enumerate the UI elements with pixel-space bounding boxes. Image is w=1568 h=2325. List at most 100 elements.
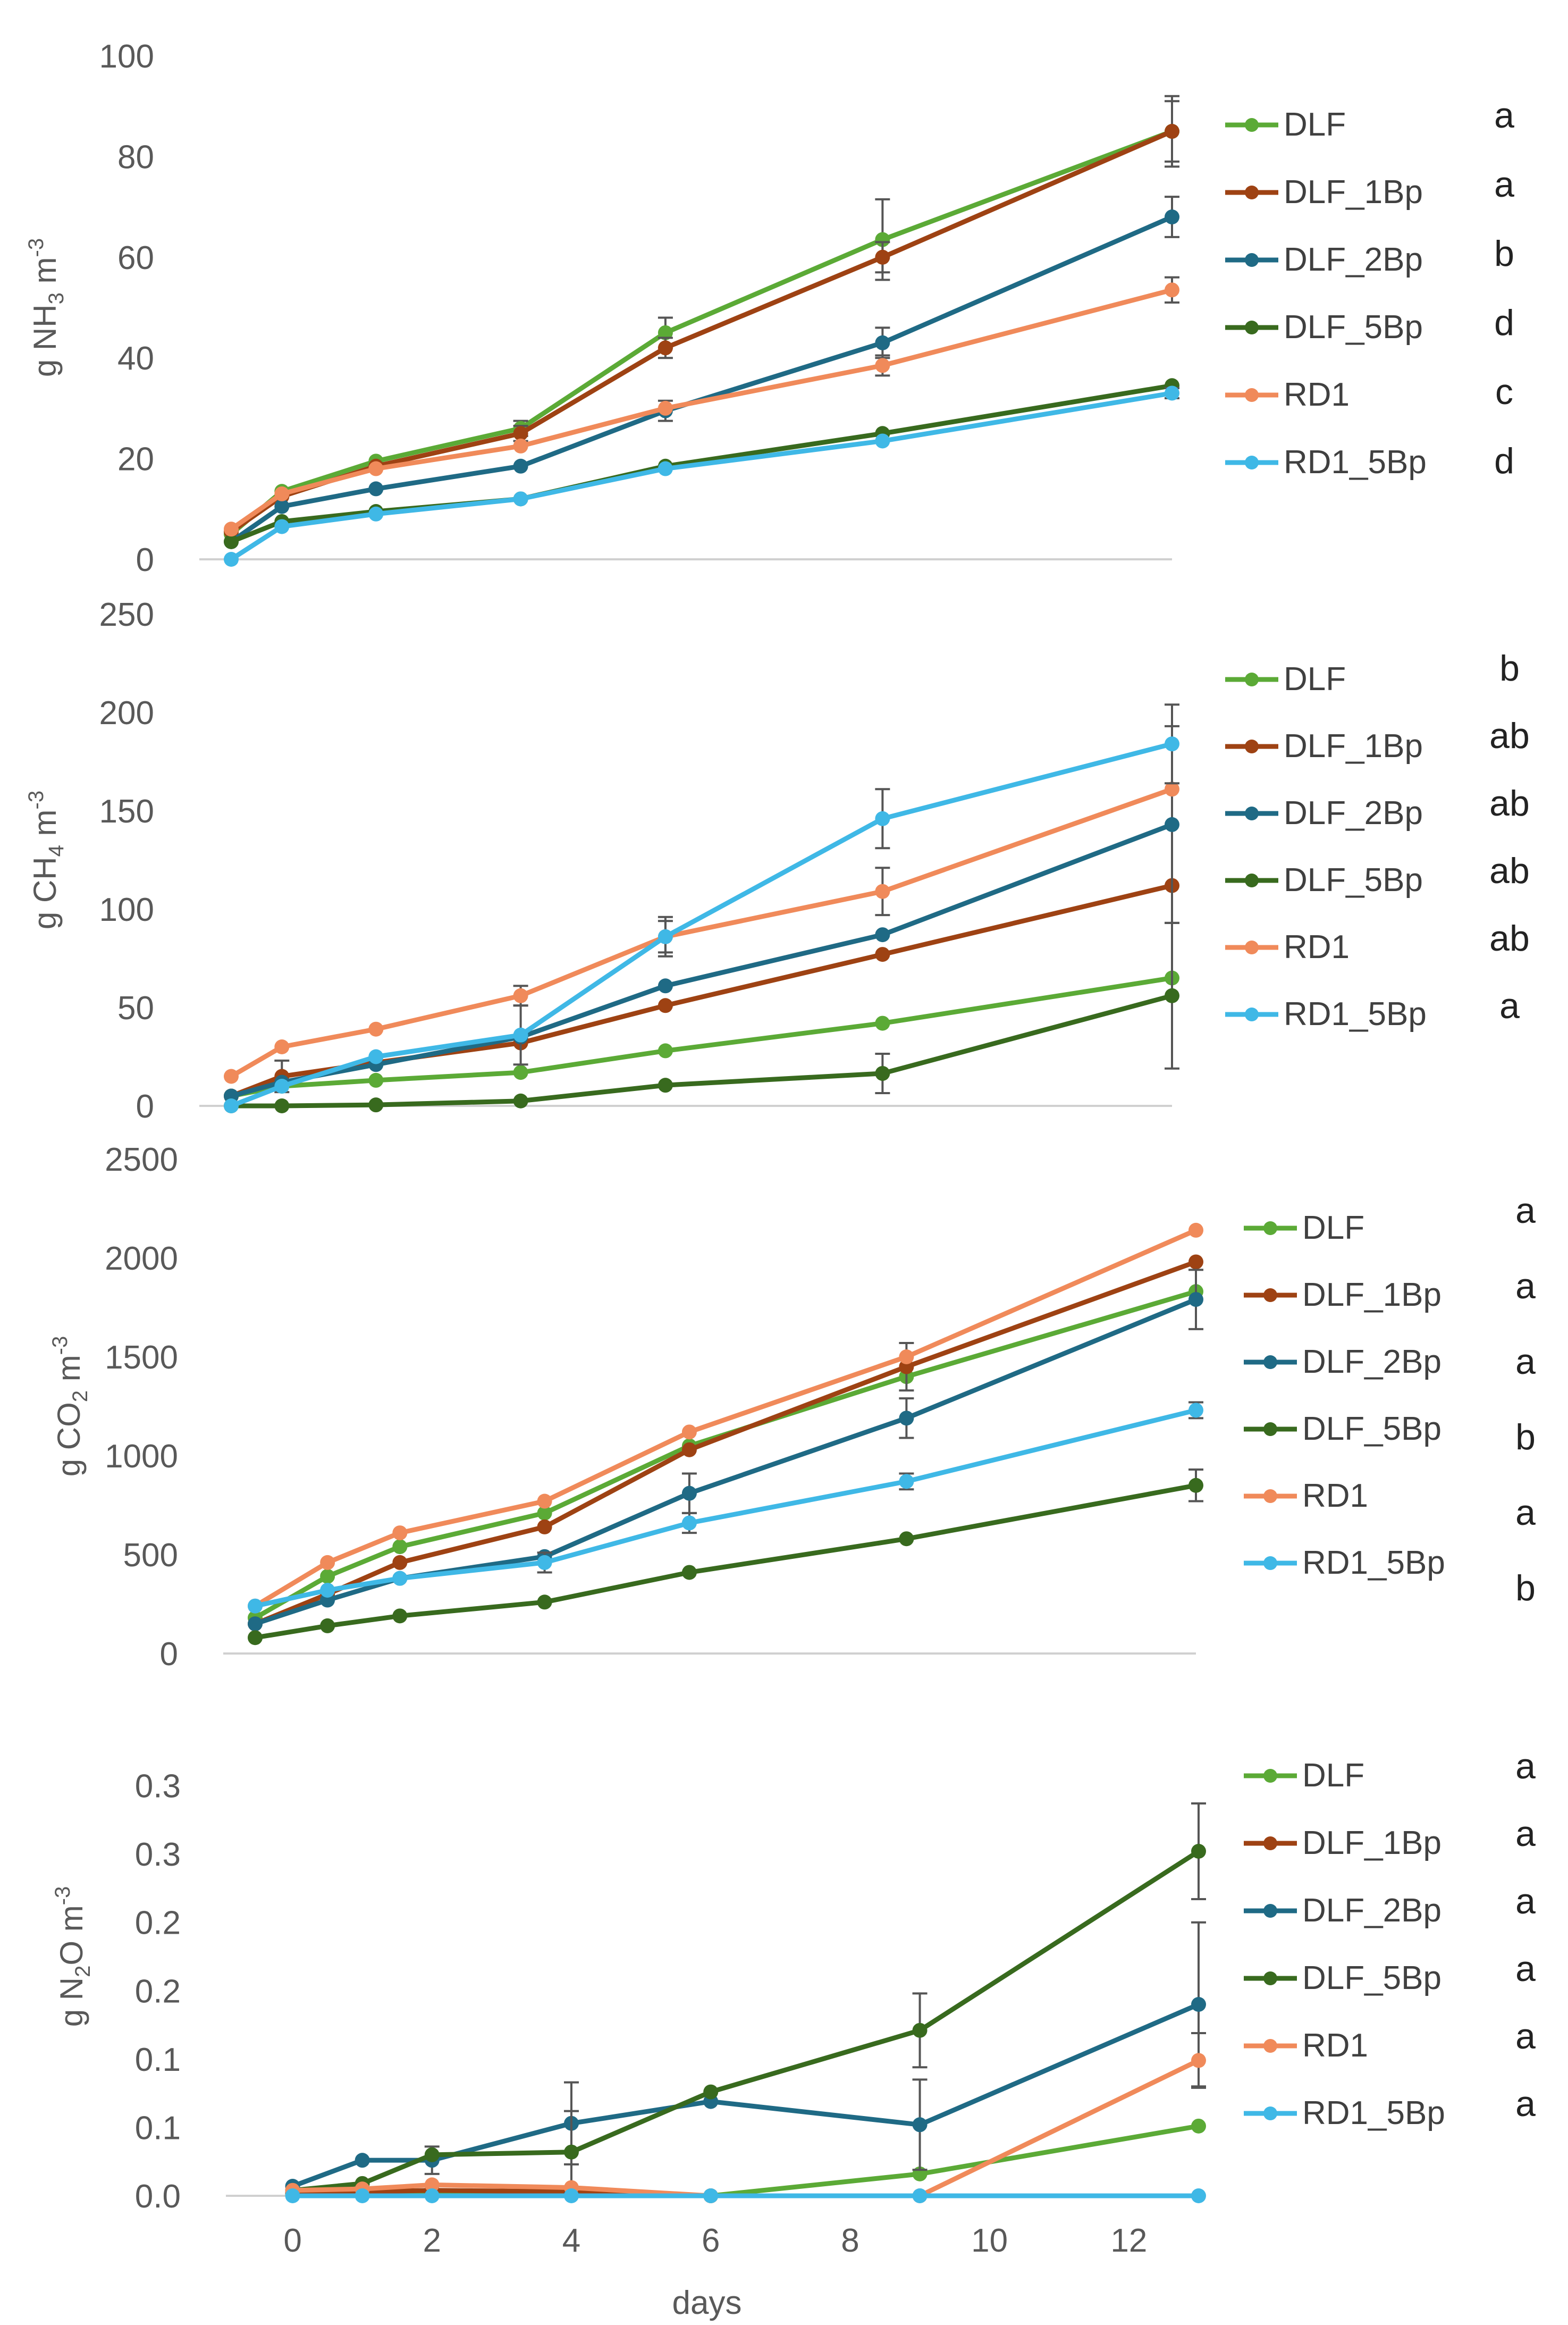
data-point <box>1188 1478 1203 1493</box>
data-point <box>368 481 384 497</box>
data-point <box>274 1079 290 1094</box>
data-point <box>681 1442 697 1457</box>
x-axis-title: days <box>672 2285 742 2321</box>
y-tick-label: 0 <box>136 1088 154 1125</box>
legend-swatch-marker <box>1245 321 1259 334</box>
data-point <box>899 1349 914 1364</box>
data-point <box>1188 1222 1203 1238</box>
significance-letter: a <box>1515 1341 1536 1382</box>
legend-entry-RD1_5Bp: RD1_5Bp <box>1244 1545 1445 1581</box>
legend-label: DLF_2Bp <box>1284 795 1423 832</box>
data-point <box>513 438 528 454</box>
data-point <box>274 1098 290 1113</box>
legend-label: DLF <box>1284 106 1346 143</box>
y-axis-title-tail: m <box>51 1355 87 1390</box>
data-point <box>912 2022 928 2038</box>
legend-entry-DLF_1Bp: DLF_1Bp <box>1225 174 1423 211</box>
legend-swatch-marker <box>1263 1221 1277 1235</box>
legend-label: DLF <box>1302 1210 1364 1246</box>
data-point <box>1191 2188 1206 2203</box>
y-axis-title-sub: 2 <box>71 1966 95 1977</box>
data-point <box>1191 2118 1206 2134</box>
x-tick-label: 12 <box>1110 2222 1147 2259</box>
legend-entry-DLF_5Bp: DLF_5Bp <box>1225 309 1423 346</box>
legend-swatch-marker <box>1263 1355 1277 1369</box>
data-point <box>1165 209 1179 225</box>
significance-letter: ab <box>1489 716 1530 756</box>
data-point <box>1165 282 1179 298</box>
y-axis-title-tail: O m <box>54 1905 89 1965</box>
legend-label: DLF_5Bp <box>1284 309 1423 346</box>
significance-letter: b <box>1515 1417 1536 1457</box>
data-point <box>657 978 673 994</box>
data-point <box>424 2147 440 2162</box>
y-tick-label: 150 <box>99 793 154 830</box>
y-tick-label: 0.3 <box>135 1836 181 1873</box>
data-point <box>320 1555 335 1570</box>
legend-swatch-marker <box>1263 1971 1277 1985</box>
data-point <box>274 519 290 534</box>
y-tick-label: 0.0 <box>135 2178 181 2215</box>
data-point <box>285 2188 300 2203</box>
significance-letter: a <box>1515 1266 1536 1306</box>
significance-letter: a <box>1515 2084 1536 2124</box>
y-tick-label: 60 <box>117 240 154 276</box>
significance-letter: b <box>1499 648 1520 689</box>
y-tick-label: 0 <box>136 542 154 578</box>
legend-entry-RD1: RD1 <box>1244 1478 1368 1514</box>
legend-entry-DLF_2Bp: DLF_2Bp <box>1225 241 1423 278</box>
y-tick-label: 0.3 <box>135 1768 181 1805</box>
legend-swatch-marker <box>1245 874 1259 887</box>
legend-swatch-marker <box>1245 456 1259 469</box>
data-point <box>513 426 528 441</box>
y-tick-label: 2500 <box>105 1141 178 1178</box>
legend-swatch-marker <box>1263 1836 1277 1850</box>
data-point <box>392 1525 408 1541</box>
legend-label: RD1_5Bp <box>1284 996 1427 1033</box>
legend-label: RD1 <box>1302 1478 1368 1514</box>
data-point <box>1191 2053 1206 2068</box>
legend-entry-DLF_2Bp: DLF_2Bp <box>1244 1344 1441 1380</box>
series-DLF <box>248 1284 1203 1626</box>
x-tick-label: 4 <box>562 2222 580 2259</box>
data-point <box>657 1043 673 1059</box>
data-point <box>657 998 673 1013</box>
data-point <box>392 1555 408 1570</box>
data-point <box>912 2117 928 2133</box>
x-tick-label: 0 <box>283 2222 301 2259</box>
y-tick-label: 500 <box>123 1537 178 1574</box>
y-axis-title-sub: 3 <box>45 292 68 304</box>
data-point <box>657 325 673 340</box>
significance-letter: a <box>1515 1814 1536 1854</box>
legend-swatch-marker <box>1245 253 1259 267</box>
y-tick-label: 20 <box>117 441 154 478</box>
series-DLF_5Bp <box>285 1802 1206 2198</box>
series-RD1_5Bp <box>248 1401 1203 1614</box>
data-point <box>1191 1844 1206 1859</box>
chart-panel-4: 0.00.10.10.20.20.30.30 2 4 6 8 10 12g N2O m-3D… <box>51 1746 1536 2259</box>
data-point <box>1165 988 1179 1003</box>
legend-label: RD1_5Bp <box>1284 444 1427 481</box>
legend-swatch-marker <box>1245 941 1259 954</box>
y-axis-title-sub: 4 <box>45 845 68 857</box>
data-point <box>875 358 890 373</box>
series-DLF_5Bp <box>224 921 1179 1113</box>
legend-label: DLF_2Bp <box>1302 1344 1441 1380</box>
data-point <box>537 1594 552 1610</box>
y-axis-title-sup: -3 <box>51 1886 74 1906</box>
y-tick-label: 40 <box>117 340 154 377</box>
data-point <box>1165 124 1179 139</box>
data-point <box>513 1093 528 1109</box>
series-DLF <box>224 100 1179 542</box>
data-point <box>513 1027 528 1043</box>
data-point <box>1188 1403 1203 1418</box>
chart-panel-1: 0 20 40 60 80 100 g NH3 m-3 DLF a DLF_1Bp a DLF_2Bp… <box>24 38 1514 578</box>
legend-label: DLF_1Bp <box>1284 174 1423 211</box>
data-point <box>368 1097 384 1113</box>
data-point <box>248 1598 263 1614</box>
significance-letter: ab <box>1489 783 1530 824</box>
data-point <box>657 929 673 944</box>
series-DLF_2Bp <box>224 196 1179 549</box>
legend-entry-DLF: DLF <box>1225 106 1346 143</box>
